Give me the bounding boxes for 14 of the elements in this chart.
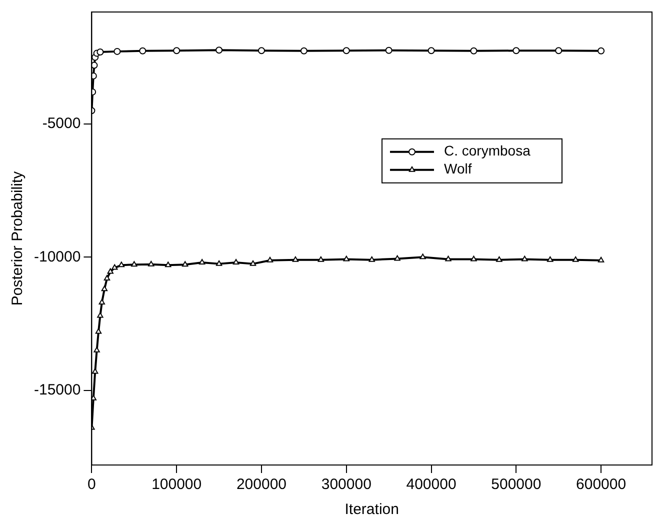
x-tick-label: 300000 xyxy=(321,476,372,494)
legend-label: C. corymbosa xyxy=(444,142,531,159)
x-tick-label: 500000 xyxy=(491,476,542,494)
y-tick-label: -10000 xyxy=(34,248,81,266)
y-axis-title: Posterior Probability xyxy=(9,170,26,306)
x-tick-label: 200000 xyxy=(236,476,287,494)
x-tick-label: 100000 xyxy=(152,476,202,494)
x-tick-label: 400000 xyxy=(406,476,456,494)
x-axis-title: Iteration xyxy=(344,501,399,518)
y-tick-label: -15000 xyxy=(34,382,81,399)
x-tick-label: 0 xyxy=(88,476,96,494)
y-tick-label: -5000 xyxy=(42,115,81,132)
legend-label: Wolf xyxy=(444,160,472,177)
x-tick-label: 600000 xyxy=(576,476,626,494)
